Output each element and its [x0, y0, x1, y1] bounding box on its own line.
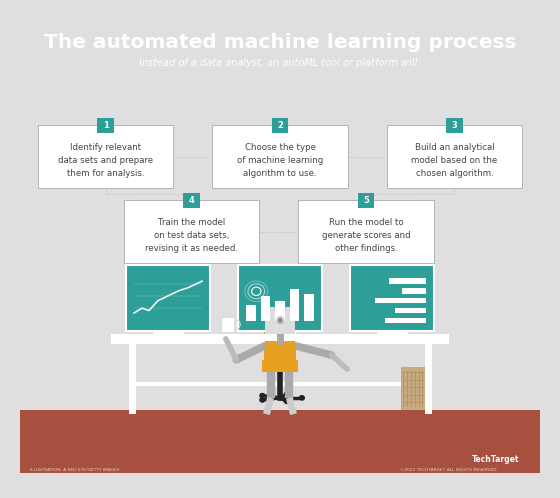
Text: ◉: ◉ [276, 315, 284, 325]
Circle shape [298, 395, 305, 400]
FancyBboxPatch shape [272, 118, 288, 132]
FancyBboxPatch shape [350, 265, 434, 331]
FancyBboxPatch shape [387, 125, 522, 188]
Circle shape [259, 397, 265, 403]
Text: Choose the type
of machine learning
algorithm to use.: Choose the type of machine learning algo… [237, 143, 323, 178]
FancyBboxPatch shape [401, 368, 424, 409]
FancyBboxPatch shape [402, 288, 426, 293]
Text: ILLUSTRATION: A RED EYE/GETTY IMAGES: ILLUSTRATION: A RED EYE/GETTY IMAGES [30, 468, 119, 473]
FancyBboxPatch shape [262, 361, 298, 372]
Text: ©2021 TECHTARGET ALL RIGHTS RESERVED: ©2021 TECHTARGET ALL RIGHTS RESERVED [400, 468, 496, 473]
FancyBboxPatch shape [238, 265, 322, 331]
FancyBboxPatch shape [183, 193, 200, 208]
Circle shape [283, 398, 290, 404]
FancyBboxPatch shape [375, 298, 426, 303]
FancyBboxPatch shape [246, 305, 256, 321]
FancyBboxPatch shape [358, 193, 374, 208]
FancyBboxPatch shape [265, 341, 295, 361]
Circle shape [259, 393, 265, 398]
FancyBboxPatch shape [126, 265, 210, 331]
FancyBboxPatch shape [264, 330, 296, 361]
FancyBboxPatch shape [111, 334, 449, 344]
FancyBboxPatch shape [290, 289, 299, 321]
Text: 1: 1 [102, 121, 109, 129]
Text: 2: 2 [277, 121, 283, 129]
Text: TechTarget: TechTarget [472, 455, 520, 464]
FancyBboxPatch shape [389, 278, 426, 283]
Text: Identify relevant
data sets and prepare
them for analysis.: Identify relevant data sets and prepare … [58, 143, 153, 178]
FancyBboxPatch shape [276, 301, 284, 321]
FancyBboxPatch shape [446, 118, 463, 132]
FancyBboxPatch shape [385, 318, 426, 323]
Text: Instead of a data analyst, an autoML tool or platform will:: Instead of a data analyst, an autoML too… [139, 58, 421, 68]
Text: 4: 4 [189, 196, 194, 205]
Circle shape [283, 391, 290, 397]
Text: The automated machine learning process: The automated machine learning process [44, 32, 516, 51]
FancyBboxPatch shape [97, 118, 114, 132]
FancyBboxPatch shape [221, 317, 235, 332]
FancyBboxPatch shape [124, 200, 259, 263]
Text: Run the model to
generate scores and
other findings.: Run the model to generate scores and oth… [321, 218, 410, 252]
FancyBboxPatch shape [261, 296, 270, 321]
FancyBboxPatch shape [20, 409, 540, 473]
Text: 3: 3 [451, 121, 458, 129]
FancyBboxPatch shape [395, 308, 426, 313]
FancyBboxPatch shape [304, 294, 314, 321]
FancyBboxPatch shape [265, 307, 295, 334]
FancyBboxPatch shape [212, 125, 348, 188]
Text: 5: 5 [363, 196, 369, 205]
FancyBboxPatch shape [298, 200, 433, 263]
Text: Build an analytical
model based on the
chosen algorithm.: Build an analytical model based on the c… [412, 143, 498, 178]
FancyBboxPatch shape [38, 125, 173, 188]
Text: Train the model
on test data sets,
revising it as needed.: Train the model on test data sets, revis… [145, 218, 238, 252]
